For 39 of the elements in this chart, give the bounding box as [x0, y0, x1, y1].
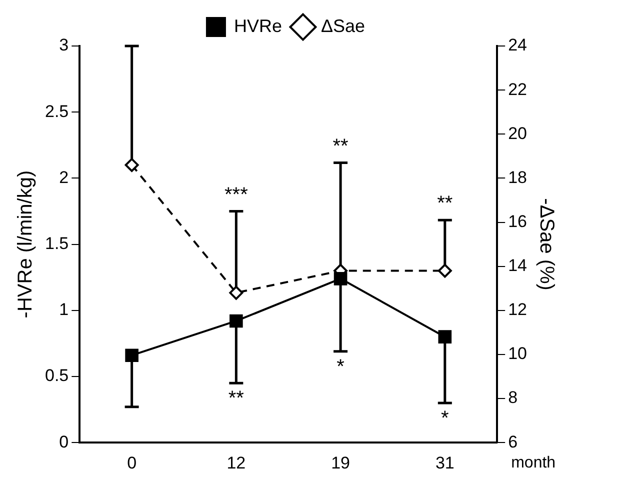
y-tick-label: 2 [59, 168, 69, 187]
y2-tick-label: 16 [508, 212, 528, 231]
y2-tick-label: 20 [508, 124, 528, 143]
y2-tick-label: 8 [508, 388, 518, 408]
y2-tick-label: 12 [508, 300, 528, 320]
y2-tick-label: 18 [508, 168, 528, 187]
y2-axis-title: -ΔSae (%) [535, 198, 558, 290]
annotation: * [336, 356, 345, 378]
x-tick-label: 19 [331, 453, 350, 472]
annotation: ** [228, 388, 244, 410]
point [124, 158, 139, 172]
y-tick-label: 0 [59, 432, 69, 452]
point [334, 272, 348, 286]
point [230, 314, 243, 328]
point [229, 286, 244, 300]
y-tick-label: 2.5 [44, 102, 69, 121]
point [125, 348, 138, 362]
y-tick-label: 1 [59, 300, 69, 320]
x-tick-label: 12 [226, 453, 246, 472]
y2-tick-label: 6 [508, 432, 518, 452]
legend-label: HVRe [234, 16, 282, 36]
x-tick-label: 0 [127, 453, 137, 472]
legend-label: ΔSae [320, 16, 366, 36]
y-tick-label: 0.5 [44, 366, 69, 386]
y-tick-label: 3 [59, 36, 69, 55]
annotation: * [441, 407, 450, 430]
point [438, 330, 452, 344]
annotation: ** [437, 192, 453, 215]
annotation: *** [224, 184, 248, 206]
y-axis-title: -HVRe (l/min/kg) [14, 170, 37, 318]
y-tick-label: 1.5 [44, 234, 69, 253]
point [438, 264, 452, 278]
y2-tick-label: 14 [508, 256, 528, 276]
y2-tick-label: 10 [508, 344, 528, 364]
x-axis-title: month [511, 454, 556, 472]
y2-tick-label: 24 [508, 36, 528, 55]
x-tick-label: 31 [435, 453, 454, 472]
y2-tick-label: 22 [508, 80, 528, 99]
annotation: ** [332, 135, 349, 158]
